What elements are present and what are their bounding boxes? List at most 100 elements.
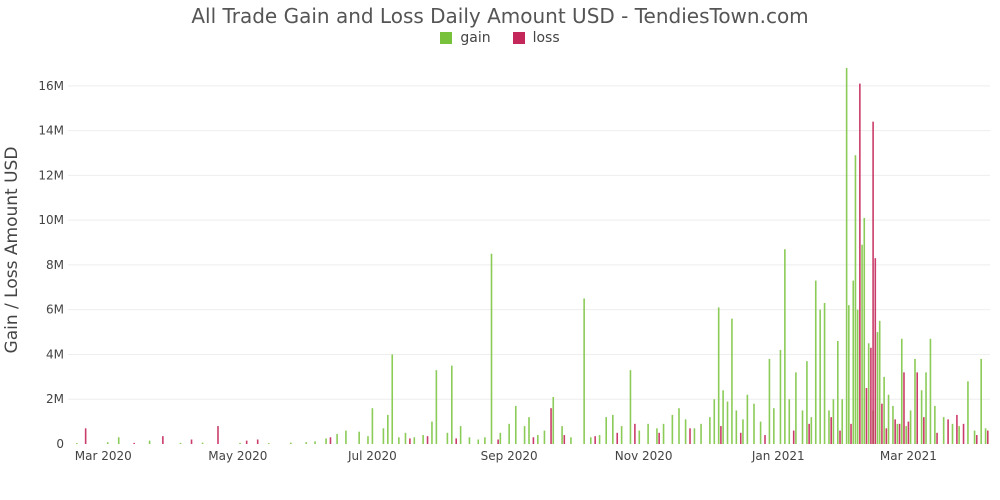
bar-loss[interactable]	[872, 121, 874, 444]
bar-gain[interactable]	[863, 217, 866, 444]
bar-gain[interactable]	[468, 437, 471, 444]
bar-gain[interactable]	[537, 435, 539, 444]
bar-gain[interactable]	[543, 430, 546, 444]
bar-gain[interactable]	[856, 309, 859, 444]
bar-gain[interactable]	[984, 428, 987, 444]
bar-gain[interactable]	[583, 298, 585, 444]
bar-gain[interactable]	[647, 423, 649, 444]
bar-gain[interactable]	[892, 405, 894, 444]
bar-gain[interactable]	[828, 410, 830, 444]
bar-gain[interactable]	[671, 414, 674, 444]
bar-gain[interactable]	[684, 419, 687, 445]
bar-gain[interactable]	[784, 249, 786, 444]
bar-gain[interactable]	[490, 253, 493, 444]
bar-gain[interactable]	[239, 442, 241, 444]
bar-gain[interactable]	[358, 431, 360, 444]
bar-gain[interactable]	[801, 410, 804, 444]
bar-loss[interactable]	[594, 436, 596, 444]
bar-gain[interactable]	[795, 372, 797, 444]
bar-loss[interactable]	[133, 442, 135, 444]
bar-gain[interactable]	[148, 440, 151, 444]
bar-gain[interactable]	[514, 405, 517, 444]
bar-gain[interactable]	[477, 439, 480, 444]
bar-gain[interactable]	[484, 437, 486, 444]
bar-loss[interactable]	[190, 439, 193, 444]
bar-gain[interactable]	[920, 390, 923, 444]
bar-gain[interactable]	[900, 338, 903, 444]
bar-loss[interactable]	[739, 432, 742, 444]
bar-gain[interactable]	[867, 343, 870, 444]
bar-loss[interactable]	[217, 426, 219, 444]
bar-gain[interactable]	[528, 417, 530, 444]
bar-loss[interactable]	[898, 423, 901, 444]
bar-loss[interactable]	[936, 432, 938, 444]
bar-gain[interactable]	[413, 437, 416, 444]
bar-gain[interactable]	[662, 423, 665, 444]
bar-loss[interactable]	[426, 436, 429, 444]
bar-loss[interactable]	[720, 426, 722, 444]
bar-loss[interactable]	[256, 439, 259, 444]
bar-loss[interactable]	[947, 419, 949, 445]
bar-gain[interactable]	[561, 426, 563, 444]
bar-loss[interactable]	[859, 83, 861, 444]
bar-loss[interactable]	[658, 432, 660, 444]
bar-gain[interactable]	[832, 399, 835, 444]
bar-gain[interactable]	[325, 438, 327, 444]
bar-gain[interactable]	[852, 280, 855, 444]
bar-gain[interactable]	[398, 437, 400, 444]
bar-gain[interactable]	[746, 394, 749, 444]
bar-loss[interactable]	[497, 439, 499, 444]
bar-loss[interactable]	[532, 437, 535, 444]
bar-loss[interactable]	[563, 435, 566, 444]
bar-gain[interactable]	[106, 442, 109, 444]
bar-gain[interactable]	[779, 349, 782, 444]
bar-gain[interactable]	[523, 426, 526, 444]
bar-gain[interactable]	[382, 428, 385, 444]
bar-gain[interactable]	[371, 408, 374, 444]
bar-loss[interactable]	[792, 430, 795, 444]
bar-gain[interactable]	[387, 414, 389, 444]
bar-gain[interactable]	[735, 410, 738, 444]
bar-gain[interactable]	[179, 442, 182, 444]
bar-loss[interactable]	[874, 258, 877, 444]
bar-gain[interactable]	[914, 358, 916, 444]
bar-gain[interactable]	[810, 417, 813, 444]
bar-gain[interactable]	[336, 433, 338, 444]
bar-gain[interactable]	[367, 436, 369, 444]
bar-gain[interactable]	[598, 435, 601, 444]
bar-loss[interactable]	[409, 438, 411, 444]
bar-gain[interactable]	[552, 396, 555, 444]
bar-gain[interactable]	[883, 376, 885, 444]
bar-gain[interactable]	[391, 354, 394, 444]
bar-gain[interactable]	[753, 403, 755, 444]
legend-item-gain[interactable]: gain	[440, 30, 491, 46]
bar-gain[interactable]	[788, 399, 791, 444]
bar-gain[interactable]	[942, 417, 945, 444]
bar-loss[interactable]	[885, 428, 888, 444]
bar-gain[interactable]	[267, 443, 270, 444]
bar-gain[interactable]	[759, 421, 762, 444]
bar-gain[interactable]	[717, 307, 720, 444]
bar-loss[interactable]	[907, 421, 910, 444]
bar-loss[interactable]	[870, 347, 872, 444]
bar-gain[interactable]	[973, 430, 976, 444]
bar-gain[interactable]	[345, 430, 347, 444]
bar-gain[interactable]	[570, 437, 572, 444]
bar-gain[interactable]	[951, 423, 954, 444]
bar-gain[interactable]	[589, 437, 592, 444]
bar-gain[interactable]	[929, 338, 932, 444]
bar-gain[interactable]	[620, 426, 623, 444]
bar-gain[interactable]	[117, 437, 120, 444]
bar-loss[interactable]	[894, 419, 896, 445]
bar-loss[interactable]	[865, 388, 868, 444]
bar-gain[interactable]	[451, 365, 453, 444]
bar-gain[interactable]	[905, 426, 907, 444]
bar-gain[interactable]	[980, 358, 982, 444]
bar-gain[interactable]	[76, 443, 78, 444]
bar-loss[interactable]	[550, 408, 552, 444]
bar-loss[interactable]	[923, 417, 925, 444]
bar-gain[interactable]	[435, 370, 438, 445]
bar-loss[interactable]	[975, 435, 978, 444]
bar-loss[interactable]	[956, 414, 958, 444]
bar-loss[interactable]	[808, 423, 810, 444]
